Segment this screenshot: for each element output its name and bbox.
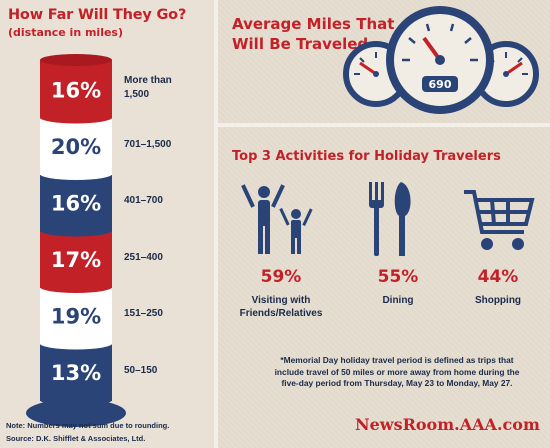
family-icon	[241, 184, 313, 254]
chart-title: How Far Will They Go?	[8, 7, 187, 23]
horizontal-divider	[218, 123, 550, 127]
gauge-title: Average Miles That Will Be Traveled	[232, 14, 432, 54]
utensils-icon	[369, 182, 411, 256]
column-bar-bottom-3	[40, 224, 112, 237]
column-bar-bottom-5	[40, 337, 112, 350]
column-value-label-6: 13%	[51, 361, 101, 385]
vertical-divider	[214, 0, 218, 448]
activities-title: Top 3 Activities for Holiday Travelers	[232, 149, 501, 164]
travel-period-footnote: *Memorial Day holiday travel period is d…	[248, 355, 546, 390]
speedometer-graphic	[343, 6, 539, 114]
activity-shopping-label: Shopping	[474, 295, 522, 306]
column-value-label-3: 16%	[51, 191, 101, 215]
footnote-line2: include travel of 50 miles or more away …	[274, 366, 520, 377]
column-bar-bottom-4	[40, 281, 112, 293]
category-label-5: 151–250	[124, 308, 163, 320]
category-label-1-line1: More than	[124, 75, 172, 87]
column-bar-bottom-1	[40, 111, 112, 124]
column-segment-2	[40, 116, 112, 180]
category-label-3: 401–700	[124, 195, 163, 207]
gauge-title-line1: Average Miles That	[232, 15, 395, 33]
gauge-title-line2: Will Be Traveled	[232, 35, 369, 53]
gauge-value: 690	[428, 78, 452, 91]
column-segment-5	[40, 286, 112, 350]
category-label-4: 251–400	[124, 251, 163, 263]
column-value-label-4: 17%	[51, 248, 101, 272]
shopping-cart-icon	[464, 190, 535, 250]
category-label-6: 50–150	[124, 364, 158, 376]
column-value-label-1: 16%	[51, 78, 101, 102]
column-base	[26, 399, 126, 427]
activity-visiting-label-line1: Visiting with	[251, 295, 311, 306]
column-top-cap	[40, 54, 112, 66]
column-bar-1	[40, 60, 112, 119]
category-label-1: More than 1,500	[124, 74, 172, 102]
column-value-label-2: 20%	[51, 135, 101, 159]
activity-visiting-label-line2: Friends/Relatives	[239, 308, 323, 319]
column-value-label-5: 19%	[51, 304, 101, 328]
activity-shopping-pct: 44%	[477, 267, 519, 287]
column-segment-1	[40, 60, 112, 124]
category-label-2: 701–1,500	[124, 138, 172, 150]
center-gauge	[386, 6, 494, 114]
activity-visiting-pct: 59%	[260, 267, 302, 287]
column-bar-5	[40, 286, 112, 345]
distance-column-chart: 16% 20% 16% 17% 19% 13%	[26, 54, 126, 427]
column-segment-4	[40, 229, 112, 293]
footnote-line1: *Memorial Day holiday travel period is d…	[280, 355, 514, 365]
column-bar-bottom-6	[40, 394, 112, 406]
activity-visiting-label: Visiting with Friends/Relatives	[226, 294, 336, 320]
column-bar-2	[40, 116, 112, 175]
activity-dining-pct: 55%	[377, 267, 419, 287]
activity-dining-label: Dining	[382, 295, 414, 306]
category-label-1-line2: 1,500	[124, 89, 150, 101]
rounding-note: Note: Numbers may not sum due to roundin…	[6, 421, 170, 430]
column-segment-6	[40, 342, 112, 406]
column-bar-6	[40, 342, 112, 401]
column-segment-3	[40, 173, 112, 237]
column-bar-bottom-2	[40, 168, 112, 180]
column-bar-4	[40, 229, 112, 288]
source-note: Source: D.K. Shifflet & Associates, Ltd.	[6, 434, 146, 443]
chart-subtitle: (distance in miles)	[8, 26, 124, 39]
brand-link[interactable]: NewsRoom.AAA.com	[355, 415, 540, 434]
column-bar-3	[40, 173, 112, 232]
footnote-line3: five-day period from Thursday, May 23 to…	[281, 378, 513, 388]
